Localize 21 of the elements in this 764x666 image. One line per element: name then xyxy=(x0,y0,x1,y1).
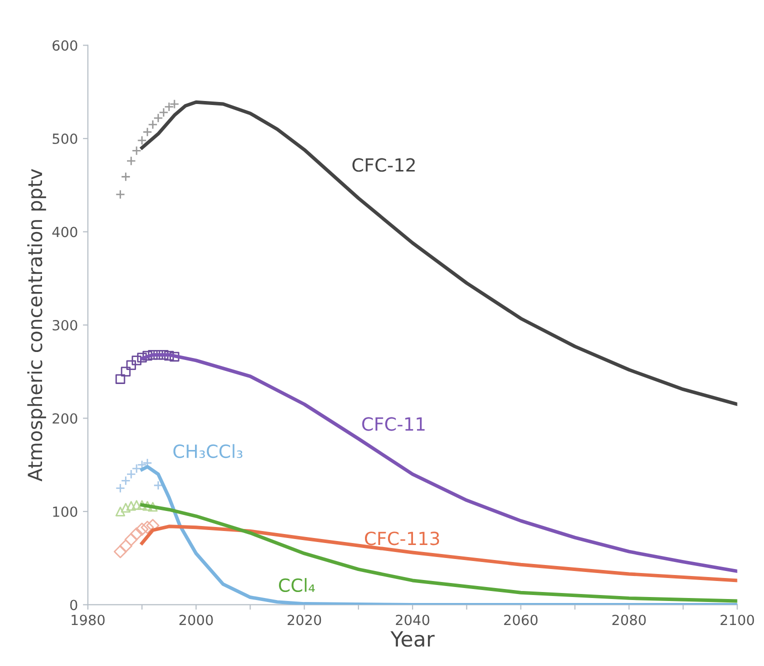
x-tick-label: 2100 xyxy=(720,614,754,626)
series-label: CH₃CCl₃ xyxy=(173,444,242,458)
x-tick-label: 1980 xyxy=(72,614,105,626)
series-label: CFC-113 xyxy=(364,532,440,546)
y-tick-label: 0 xyxy=(70,600,78,610)
y-tick-label: 100 xyxy=(53,506,78,517)
y-tick-label: 500 xyxy=(52,133,78,144)
x-tick-label: 2020 xyxy=(288,614,322,626)
y-tick-label: 300 xyxy=(52,320,78,330)
y-tick-label: 200 xyxy=(52,413,78,424)
x-axis-title: Year xyxy=(390,631,435,647)
y-tick-label: 600 xyxy=(52,40,78,51)
x-tick-label: 2000 xyxy=(179,614,213,626)
series-label: CCl₄ xyxy=(278,578,315,592)
x-tick-label: 2060 xyxy=(504,614,538,626)
x-tick-label: 2040 xyxy=(396,614,430,626)
series-label: CFC-12 xyxy=(352,158,415,172)
x-tick-label: 2080 xyxy=(612,614,646,626)
series-label: CFC-11 xyxy=(362,417,425,431)
y-tick-label: 400 xyxy=(52,226,78,238)
y-axis-title: Atmospheric concentration pptv xyxy=(27,169,46,482)
